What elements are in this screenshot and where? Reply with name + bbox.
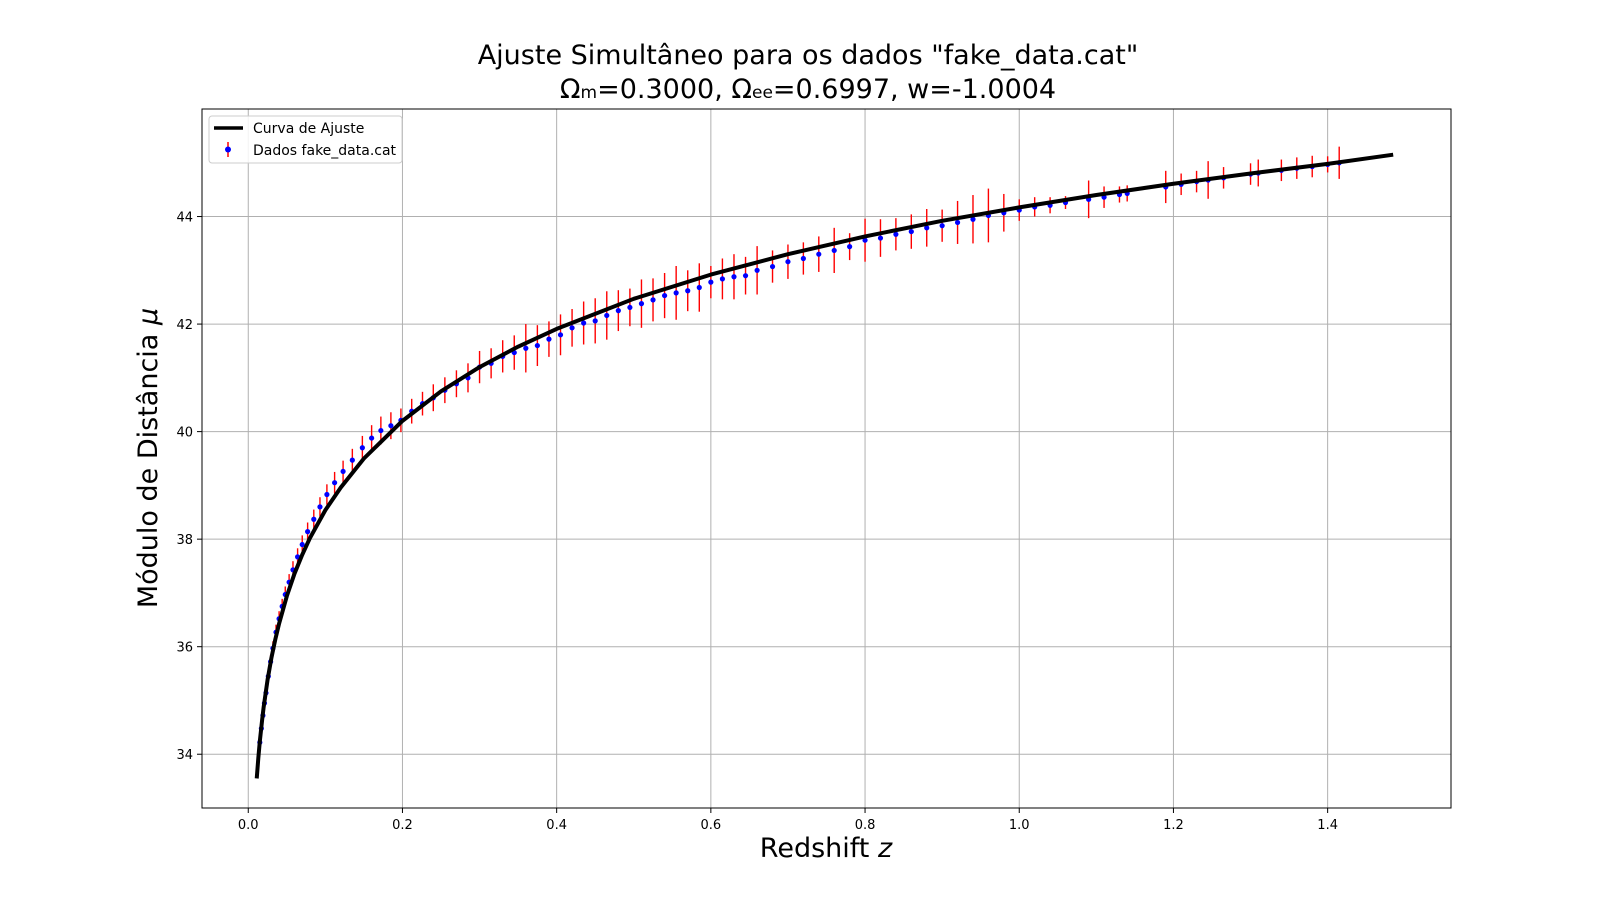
- x-tick-label: 0.8: [855, 818, 876, 833]
- axes-frame: [201, 108, 1452, 809]
- y-axis-label-text: Módulo de Distância: [133, 334, 164, 609]
- data-point: [696, 284, 702, 291]
- legend: Curva de Ajuste Dados fake_data.cat: [208, 115, 403, 164]
- data-point: [650, 297, 656, 303]
- data-point: [708, 279, 714, 285]
- data-point: [893, 231, 899, 237]
- data-point: [340, 468, 346, 475]
- x-tick-label: 1.2: [1163, 818, 1184, 833]
- x-axis-label-text: Redshift: [760, 833, 870, 864]
- chart-title-line1: Ajuste Simultâneo para os dados "fake_da…: [478, 40, 1139, 71]
- fit-curve-layer: [254, 152, 1394, 779]
- x-tick-label: 1.0: [1009, 818, 1030, 833]
- x-tick-label: 0.6: [701, 818, 722, 833]
- data-point: [546, 336, 552, 342]
- grid-lines: [202, 109, 1451, 808]
- data-point: [908, 228, 914, 235]
- data-point: [816, 251, 822, 257]
- data-point: [378, 427, 384, 434]
- title-omega-m-symbol: Ω: [560, 74, 581, 105]
- y-axis-label-variable: μ: [133, 308, 164, 326]
- data-point: [831, 247, 837, 254]
- title-omega-m-value: =0.3000,: [597, 74, 731, 105]
- legend-box: [208, 115, 403, 164]
- data-point: [638, 301, 645, 307]
- data-point: [332, 480, 338, 486]
- data-point: [754, 267, 760, 273]
- x-axis-label-variable: z: [877, 833, 893, 864]
- data-point: [924, 225, 930, 231]
- data-point: [970, 216, 976, 222]
- title-m-subscript: m: [581, 83, 598, 103]
- data-point: [877, 235, 884, 241]
- legend-data-label: Dados fake_data.cat: [253, 143, 397, 159]
- y-tick-label: 42: [176, 318, 193, 333]
- data-point: [719, 276, 726, 282]
- data-point: [324, 491, 330, 498]
- data-point: [569, 325, 575, 331]
- legend-fit-curve-label: Curva de Ajuste: [253, 121, 364, 137]
- data-point: [349, 457, 355, 463]
- data-point: [800, 255, 806, 262]
- data-point: [785, 259, 791, 265]
- data-point: [305, 529, 311, 535]
- data-point: [627, 304, 633, 311]
- data-point: [604, 312, 610, 319]
- title-omega-ee-and-w-values: =0.6997, w=-1.0004: [773, 74, 1056, 105]
- fit-curve-line: [254, 152, 1394, 779]
- data-point: [557, 332, 564, 338]
- data-point: [369, 435, 375, 441]
- data-point: [742, 273, 749, 279]
- data-point: [317, 504, 323, 510]
- data-point: [592, 318, 598, 324]
- data-point: [939, 223, 945, 229]
- x-tick-label: 0.4: [546, 818, 567, 833]
- data-point: [359, 445, 365, 451]
- data-point: [388, 423, 394, 429]
- y-tick-label: 36: [176, 641, 193, 656]
- data-point: [673, 290, 679, 296]
- data-point: [731, 274, 737, 280]
- chart-title-line2: Ωm=0.3000, Ωee=0.6997, w=-1.0004: [560, 74, 1056, 105]
- x-tick-label: 0.2: [392, 818, 413, 833]
- data-point: [534, 342, 540, 349]
- data-point: [847, 244, 853, 250]
- x-tick-label: 0.0: [238, 818, 259, 833]
- data-point: [581, 320, 587, 326]
- axis-ticks: 0.0 0.2 0.4 0.6 0.8 1.0 1.2 1.4 34 36 38 40 42 44: [176, 211, 1338, 833]
- data-point: [615, 308, 621, 314]
- data-point: [685, 288, 691, 294]
- data-point: [862, 237, 868, 243]
- y-tick-label: 40: [176, 426, 193, 441]
- y-axis-label: Módulo de Distância μ: [133, 308, 164, 608]
- title-omega-ee-symbol: Ω: [731, 74, 752, 105]
- y-tick-label: 34: [176, 748, 193, 763]
- y-tick-label: 44: [176, 211, 193, 226]
- data-point: [954, 219, 961, 226]
- legend-data-marker-swatch: [225, 146, 231, 153]
- data-point: [523, 345, 529, 351]
- x-tick-label: 1.4: [1317, 818, 1338, 833]
- y-tick-label: 38: [176, 533, 193, 548]
- title-ee-subscript: ee: [752, 83, 773, 103]
- data-point: [311, 516, 317, 522]
- data-point: [769, 263, 776, 270]
- x-axis-label: Redshift z: [760, 833, 893, 864]
- data-point: [299, 541, 305, 548]
- data-point: [661, 292, 668, 299]
